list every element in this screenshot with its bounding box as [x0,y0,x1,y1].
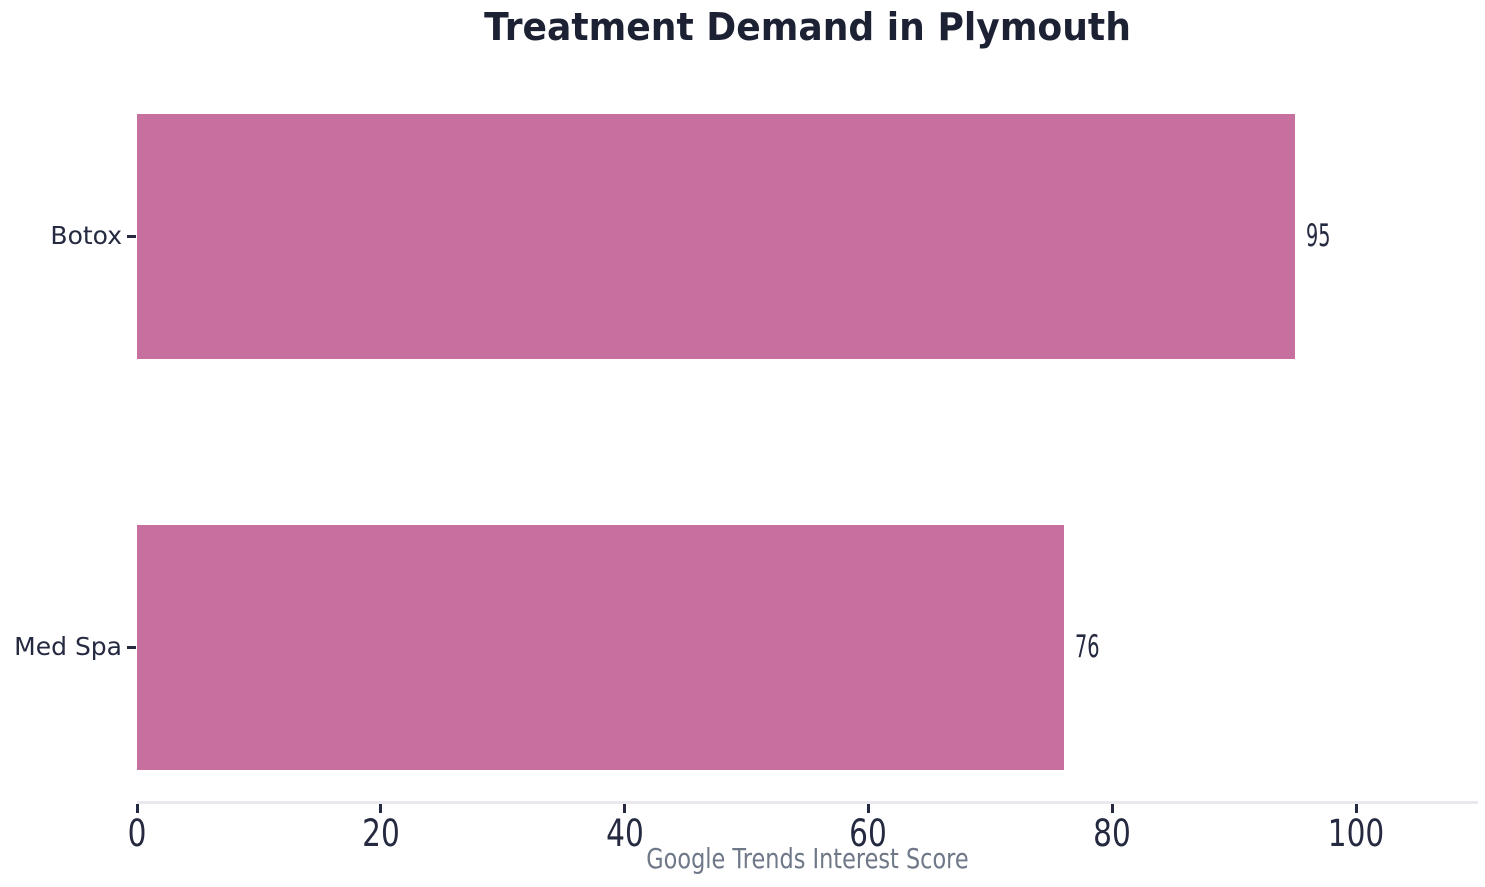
bar-value-label-med-spa: 76 [1074,629,1099,665]
y-tick-mark-med-spa [127,645,136,649]
y-tick-label-med-spa: Med Spa [14,632,122,661]
x-tick-mark-20 [379,804,383,813]
x-tick-label-20: 20 [361,812,400,855]
x-tick-label-80: 80 [1093,812,1132,855]
x-tick-mark-60 [866,804,870,813]
bar-botox [137,113,1296,359]
x-tick-mark-80 [1110,804,1114,813]
x-tick-label-100: 100 [1327,812,1385,855]
x-tick-mark-40 [623,804,627,813]
chart-title: Treatment Demand in Plymouth [484,5,1131,49]
x-tick-mark-100 [1354,804,1358,813]
x-tick-mark-0 [135,804,139,813]
bar-med-spa [137,524,1064,770]
y-tick-mark-botox [127,234,136,238]
x-tick-label-40: 40 [605,812,644,855]
x-axis-line [137,801,1478,804]
bar-value-label-botox: 95 [1306,218,1331,254]
y-tick-label-botox: Botox [50,221,122,250]
x-tick-label-0: 0 [127,812,147,855]
x-tick-label-60: 60 [849,812,888,855]
x-axis-label: Google Trends Interest Score [646,842,969,875]
